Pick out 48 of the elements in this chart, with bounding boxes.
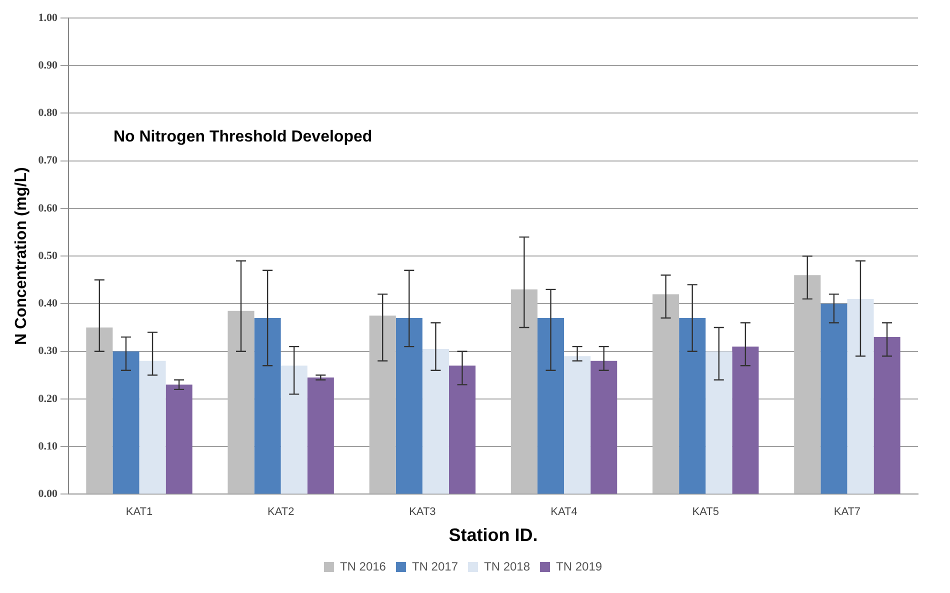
bar bbox=[422, 348, 449, 494]
bar bbox=[847, 298, 874, 494]
legend-label: TN 2018 bbox=[484, 559, 530, 574]
bar bbox=[706, 351, 732, 494]
x-tick-label: KAT4 bbox=[550, 506, 578, 518]
bar bbox=[228, 310, 254, 494]
bar bbox=[139, 360, 166, 494]
x-axis-title: Station ID. bbox=[448, 525, 538, 546]
bar bbox=[280, 366, 308, 494]
legend-label: TN 2016 bbox=[340, 559, 386, 574]
bar bbox=[86, 328, 113, 494]
bar bbox=[652, 294, 680, 494]
y-tick-label: 0.30 bbox=[38, 345, 58, 358]
bar bbox=[112, 351, 140, 494]
bar bbox=[166, 384, 192, 494]
x-tick-label: KAT5 bbox=[692, 506, 719, 518]
bar bbox=[590, 360, 618, 494]
y-tick-label: 0.10 bbox=[38, 440, 58, 452]
x-tick-label: KAT1 bbox=[126, 506, 153, 518]
y-tick-label: 0.50 bbox=[38, 250, 58, 262]
y-tick-label: 0.40 bbox=[38, 298, 58, 310]
bar bbox=[537, 318, 564, 494]
bar bbox=[369, 316, 396, 494]
bar bbox=[254, 318, 281, 494]
bar bbox=[874, 337, 900, 494]
y-tick-label: 0.00 bbox=[38, 488, 58, 500]
legend-label: TN 2019 bbox=[556, 559, 602, 574]
bar bbox=[564, 356, 591, 494]
x-tick-label: KAT3 bbox=[409, 506, 436, 518]
bar bbox=[510, 289, 538, 494]
x-tick-label: KAT2 bbox=[267, 506, 294, 518]
bar bbox=[396, 318, 422, 494]
annotation: No Nitrogen Threshold Developed bbox=[113, 128, 372, 146]
bar bbox=[732, 346, 759, 494]
bar bbox=[448, 366, 476, 494]
legend-label: TN 2017 bbox=[412, 559, 458, 574]
y-tick-label: 0.70 bbox=[38, 154, 58, 167]
bar bbox=[820, 304, 848, 494]
y-tick-label: 1.00 bbox=[38, 12, 58, 24]
y-tick-label: 0.80 bbox=[38, 107, 58, 120]
bar bbox=[679, 318, 706, 494]
y-axis-title: N Concentration (mg/L) bbox=[13, 167, 30, 345]
x-tick-label: KAT7 bbox=[834, 506, 861, 518]
y-tick-label: 0.90 bbox=[38, 59, 58, 72]
bar bbox=[307, 378, 334, 494]
bar bbox=[794, 275, 821, 494]
y-tick-label: 0.20 bbox=[38, 392, 58, 405]
y-tick-label: 0.60 bbox=[38, 202, 58, 214]
